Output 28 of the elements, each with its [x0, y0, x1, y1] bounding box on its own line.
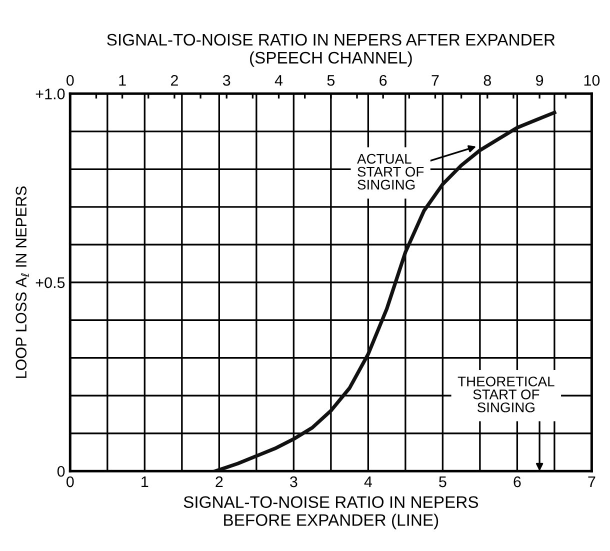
y-tick-label: 0: [57, 466, 65, 477]
y-axis-title: LOOP LOSS A$_{ℓ}$ IN NEPERS: [16, 186, 30, 378]
x2-tick-label: 7: [432, 75, 439, 86]
x2-tick-label: 0: [66, 74, 74, 86]
annotation: ACTUAL START OF SINGING: [357, 154, 424, 190]
x-tick-label: 0: [66, 476, 74, 488]
x2-tick-label: 6: [380, 74, 387, 86]
x-axis-title: SIGNAL-TO-NOISE RATIO IN NEPERS BEFORE EXPANDER (LINE): [184, 496, 478, 530]
x2-tick-label: 8: [484, 74, 491, 86]
x-tick-label: 1: [142, 476, 148, 488]
x2-axis-title: SIGNAL-TO-NOISE RATIO IN NEPERS AFTER EXPANDER (SPEECH CHANNEL): [107, 34, 555, 67]
annotation: THEORETICAL START OF SINGING: [458, 376, 554, 412]
x-tick-label: 3: [290, 476, 298, 488]
x-tick-label: 6: [514, 476, 521, 488]
y-tick-label: +1.0: [36, 88, 65, 100]
x2-tick-label: 2: [170, 74, 178, 86]
y-tick-label: +0.5: [36, 277, 65, 288]
x-tick-label: 7: [588, 476, 596, 488]
line-series: [214, 110, 556, 472]
x2-tick-label: 5: [327, 75, 335, 86]
x2-tick-label: 4: [274, 75, 283, 86]
x-tick-label: 4: [364, 476, 372, 488]
x2-tick-label: 1: [119, 75, 126, 86]
x2-tick-label: 10: [584, 74, 600, 86]
x2-tick-label: 9: [536, 74, 544, 86]
x-tick-label: 5: [439, 476, 446, 488]
x2-tick-label: 3: [222, 74, 230, 86]
x-tick-label: 2: [216, 476, 223, 488]
